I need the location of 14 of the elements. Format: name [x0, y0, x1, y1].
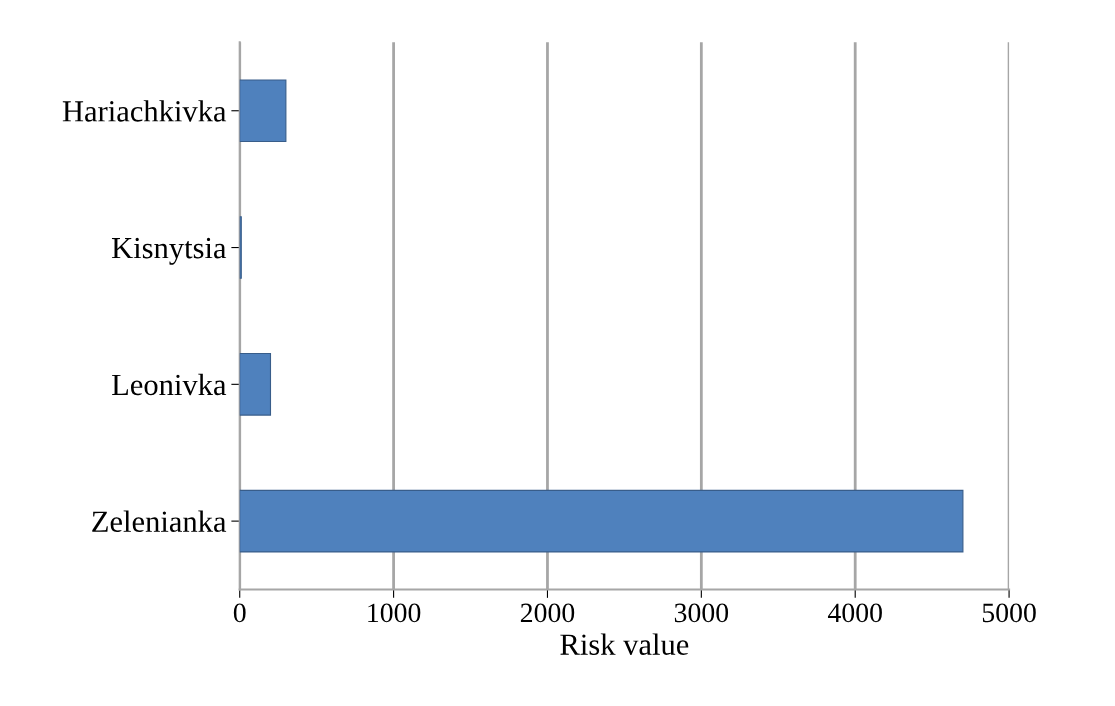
bar	[239, 352, 272, 416]
y-tick-label: Zelenianka	[92, 510, 227, 533]
x-tick-label: 5000	[982, 603, 1036, 623]
y-tick-label: Kisnytsia	[111, 237, 227, 265]
y-tick-label: Leonivka	[112, 373, 227, 396]
x-tick-label: 1000	[368, 603, 421, 623]
bar	[239, 489, 964, 553]
bar	[239, 79, 287, 143]
x-tick-label: 4000	[827, 603, 882, 623]
x-tick-label: 2000	[520, 603, 575, 623]
x-axis-title: Risk value	[560, 633, 689, 655]
x-tick-label: 3000	[674, 603, 729, 623]
y-tick-label: Hariachkivka	[62, 100, 227, 122]
x-tick-label: 0	[233, 603, 246, 623]
